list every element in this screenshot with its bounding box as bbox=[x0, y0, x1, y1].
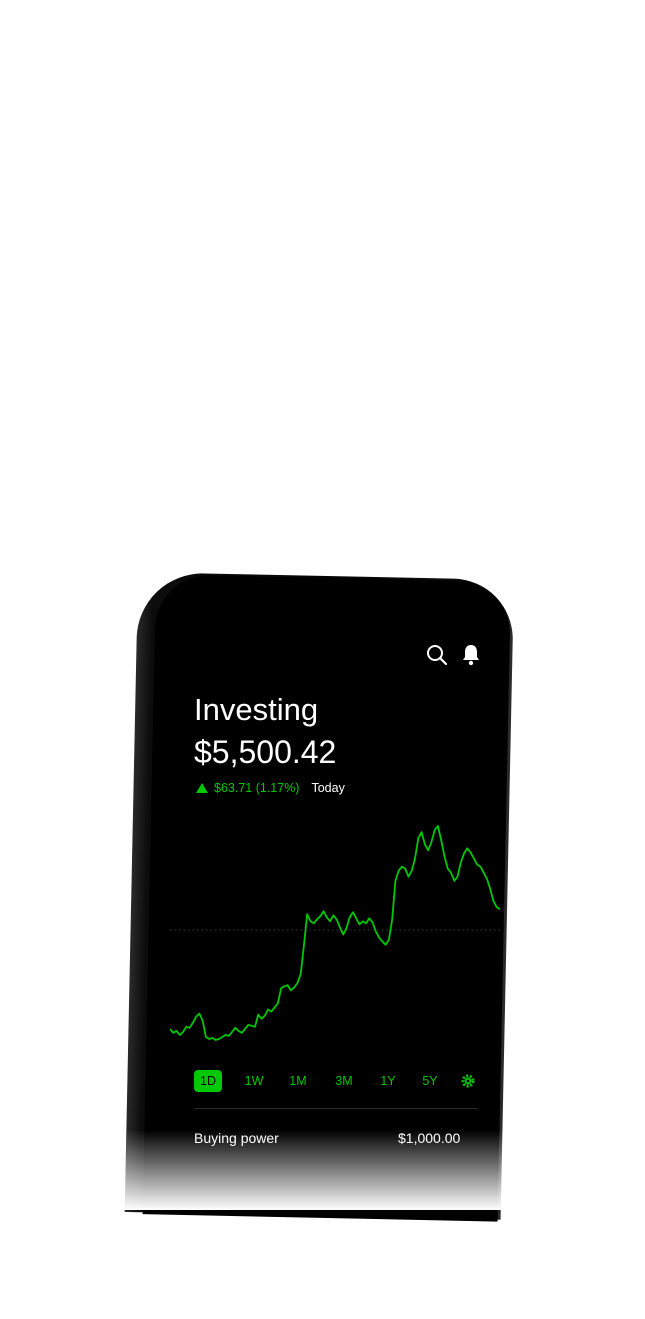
up-arrow-icon bbox=[196, 783, 208, 793]
range-1m[interactable]: 1M bbox=[289, 1074, 307, 1088]
gear-icon[interactable] bbox=[456, 1070, 480, 1092]
range-3m[interactable]: 3M bbox=[335, 1074, 353, 1088]
bell-icon[interactable] bbox=[458, 642, 484, 668]
series-line bbox=[170, 825, 500, 1041]
buying-power-label: Buying power bbox=[194, 1130, 279, 1146]
page-title: Investing bbox=[194, 692, 319, 727]
range-1y[interactable]: 1Y bbox=[380, 1074, 396, 1088]
change-period: Today bbox=[311, 781, 345, 795]
search-icon[interactable] bbox=[424, 642, 450, 668]
change-amount: $63.71 (1.17%) bbox=[214, 781, 300, 795]
daily-change: $63.71 (1.17%) Today bbox=[196, 781, 345, 795]
range-5y[interactable]: 5Y bbox=[422, 1074, 438, 1088]
portfolio-value: $5,500.42 bbox=[194, 734, 337, 770]
range-selector: 1D 1W 1M 3M 1Y 5Y bbox=[194, 1070, 484, 1094]
divider bbox=[194, 1108, 478, 1109]
buying-power-value: $1,000.00 bbox=[398, 1130, 461, 1146]
range-1d[interactable]: 1D bbox=[194, 1070, 222, 1092]
range-1w[interactable]: 1W bbox=[244, 1074, 264, 1088]
portfolio-chart[interactable] bbox=[170, 818, 500, 1058]
app-screen: Investing $5,500.42 $63.71 (1.17%) Today… bbox=[142, 574, 511, 1222]
